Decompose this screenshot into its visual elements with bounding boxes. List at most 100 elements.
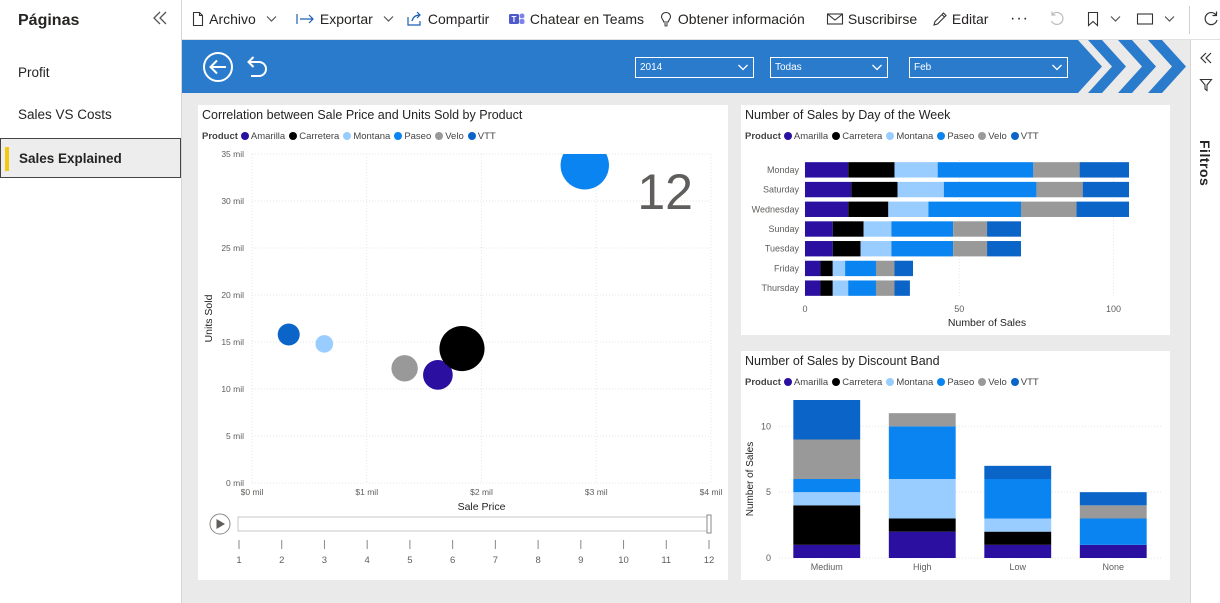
page-item-sales-vs-costs[interactable]: Sales VS Costs: [18, 107, 112, 122]
bar-segment-montana[interactable]: [793, 492, 861, 506]
bar-segment-velo[interactable]: [1036, 181, 1083, 198]
legend-item-amarilla[interactable]: Amarilla: [783, 131, 828, 142]
bar-segment-velo[interactable]: [1033, 162, 1080, 178]
bar-segment-carretera[interactable]: [793, 505, 861, 545]
bar-segment-vtt[interactable]: [894, 260, 913, 277]
bar-segment-velo[interactable]: [888, 413, 956, 427]
bar-segment-montana[interactable]: [832, 280, 849, 296]
legend-item-paseo[interactable]: Paseo: [394, 131, 431, 142]
scatter-point-amarilla[interactable]: [423, 360, 453, 390]
bar-segment-vtt[interactable]: [987, 221, 1021, 237]
page-item-profit[interactable]: Profit: [18, 65, 50, 80]
bar-segment-vtt[interactable]: [987, 241, 1021, 257]
bar-segment-paseo[interactable]: [943, 181, 1037, 198]
bar-segment-montana[interactable]: [897, 181, 944, 198]
reset-button[interactable]: [1048, 0, 1066, 40]
scatter-point-velo[interactable]: [391, 355, 418, 382]
insights-button[interactable]: Obtener información: [658, 0, 805, 40]
expand-filters-icon[interactable]: [1198, 50, 1214, 66]
bar-segment-amarilla[interactable]: [888, 531, 956, 558]
bar-segment-paseo[interactable]: [848, 280, 876, 296]
filters-pane-collapsed[interactable]: Filtros: [1190, 40, 1220, 603]
bar-segment-velo[interactable]: [875, 280, 895, 296]
bar-segment-vtt[interactable]: [793, 400, 861, 440]
weekday-bar-chart[interactable]: 0 50 100 Number of Sales Monday Saturday Wedne…: [741, 105, 1170, 335]
file-menu[interactable]: Archivo: [190, 0, 277, 40]
back-arrow-icon[interactable]: [202, 51, 234, 83]
scatter-point-montana[interactable]: [315, 335, 334, 353]
legend-item-paseo[interactable]: Paseo: [937, 131, 974, 142]
bar-segment-amarilla[interactable]: [984, 544, 1052, 558]
bar-segment-carretera[interactable]: [851, 181, 898, 198]
discount-bar-chart[interactable]: 0 5 10 Number of Sales Medium High Low None: [741, 351, 1170, 580]
bar-segment-amarilla[interactable]: [1079, 544, 1147, 558]
bar-segment-vtt[interactable]: [1082, 181, 1129, 198]
bar-segment-montana[interactable]: [888, 479, 956, 519]
scatter-point-paseo[interactable]: [560, 141, 609, 190]
bar-segment-montana[interactable]: [984, 518, 1052, 532]
bar-segment-vtt[interactable]: [1079, 162, 1129, 178]
legend-item-velo[interactable]: Velo: [978, 377, 1007, 388]
bar-segment-paseo[interactable]: [937, 162, 1034, 178]
bar-segment-amarilla[interactable]: [805, 201, 849, 217]
bookmark-menu[interactable]: [1086, 0, 1121, 40]
teams-chat-button[interactable]: T Chatear en Teams: [508, 0, 644, 40]
bar-segment-velo[interactable]: [1021, 201, 1077, 217]
bar-segment-paseo[interactable]: [793, 479, 861, 493]
bar-segment-montana[interactable]: [888, 201, 929, 217]
more-options-button[interactable]: ···: [1010, 10, 1029, 27]
bar-segment-carretera[interactable]: [888, 518, 956, 532]
legend-item-montana[interactable]: Montana: [343, 131, 390, 142]
bar-segment-carretera[interactable]: [820, 280, 833, 296]
bar-segment-amarilla[interactable]: [805, 221, 833, 237]
export-menu[interactable]: Exportar: [296, 0, 394, 40]
bar-segment-velo[interactable]: [953, 241, 988, 257]
month-slicer[interactable]: Feb: [909, 57, 1068, 78]
scatter-plot[interactable]: 0 mil 5 mil 10 mil 15 mil 20 mil 25 mil 30 mil…: [198, 105, 728, 580]
legend-item-velo[interactable]: Velo: [435, 131, 464, 142]
legend-item-vtt[interactable]: VTT: [467, 131, 496, 142]
legend-item-carretera[interactable]: Carretera: [289, 131, 339, 142]
bar-segment-paseo[interactable]: [891, 241, 954, 257]
legend-item-velo[interactable]: Velo: [978, 131, 1007, 142]
bar-segment-amarilla[interactable]: [805, 260, 821, 277]
bar-segment-vtt[interactable]: [894, 280, 910, 296]
bar-segment-velo[interactable]: [793, 439, 861, 480]
legend-item-montana[interactable]: Montana: [886, 131, 933, 142]
legend-item-paseo[interactable]: Paseo: [937, 377, 974, 388]
bar-segment-paseo[interactable]: [845, 260, 876, 277]
bar-segment-amarilla[interactable]: [805, 280, 821, 296]
legend-item-vtt[interactable]: VTT: [1010, 131, 1039, 142]
legend-item-amarilla[interactable]: Amarilla: [783, 377, 828, 388]
scatter-point-carretera[interactable]: [439, 326, 485, 372]
legend-item-montana[interactable]: Montana: [886, 377, 933, 388]
segment-slicer[interactable]: Todas: [770, 57, 888, 78]
bar-segment-carretera[interactable]: [848, 201, 889, 217]
bar-segment-vtt[interactable]: [1076, 201, 1129, 217]
bar-segment-paseo[interactable]: [891, 221, 954, 237]
bar-segment-amarilla[interactable]: [805, 162, 849, 178]
bar-segment-velo[interactable]: [1079, 505, 1147, 519]
view-menu[interactable]: [1136, 0, 1175, 40]
bar-segment-carretera[interactable]: [820, 260, 833, 277]
bar-segment-amarilla[interactable]: [793, 544, 861, 558]
bar-segment-paseo[interactable]: [888, 426, 956, 479]
legend-item-carretera[interactable]: Carretera: [832, 377, 882, 388]
share-button[interactable]: Compartir: [406, 0, 489, 40]
bar-segment-montana[interactable]: [860, 241, 892, 257]
legend-item-vtt[interactable]: VTT: [1010, 377, 1039, 388]
bar-segment-carretera[interactable]: [848, 162, 895, 178]
edit-button[interactable]: Editar: [932, 0, 988, 40]
year-slicer[interactable]: 2014: [635, 57, 754, 78]
bar-segment-carretera[interactable]: [832, 241, 861, 257]
bar-segment-montana[interactable]: [832, 260, 846, 277]
bar-segment-amarilla[interactable]: [805, 241, 833, 257]
bar-segment-montana[interactable]: [894, 162, 938, 178]
bar-segment-carretera[interactable]: [984, 531, 1052, 545]
bar-segment-montana[interactable]: [863, 221, 892, 237]
subscribe-button[interactable]: Suscribirse: [826, 0, 917, 40]
undo-arrow-icon[interactable]: [242, 52, 270, 80]
bar-segment-velo[interactable]: [953, 221, 988, 237]
bar-segment-paseo[interactable]: [928, 201, 1021, 217]
bar-segment-velo[interactable]: [875, 260, 895, 277]
